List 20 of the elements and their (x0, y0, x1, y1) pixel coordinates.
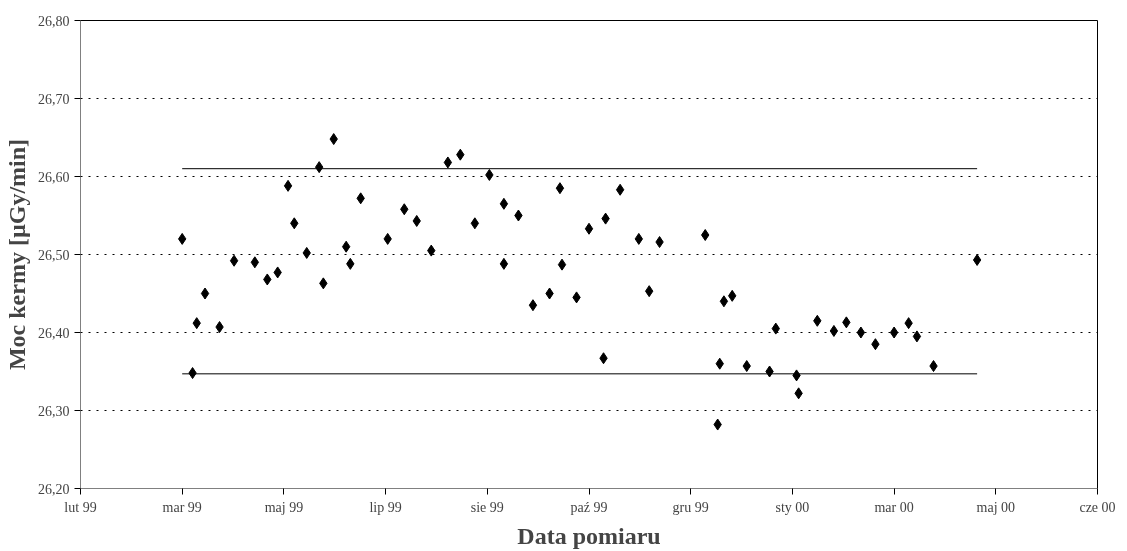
x-tick-label: cze 00 (1079, 499, 1116, 515)
y-axis-title: Moc kermy [µGy/min] (4, 138, 30, 371)
x-tick-label: mar 99 (162, 499, 202, 515)
y-tick-label: 26,30 (38, 403, 70, 419)
x-tick-label: sie 99 (470, 499, 504, 515)
y-tick-label: 26,20 (38, 481, 70, 497)
x-tick-label: maj 00 (976, 499, 1016, 515)
y-tick-label: 26,70 (38, 91, 70, 107)
x-axis-title: Data pomiaru (517, 522, 661, 549)
y-tick-label: 26,40 (38, 325, 70, 341)
y-tick-label: 26,60 (38, 169, 70, 185)
x-tick-label: maj 99 (264, 499, 304, 515)
x-tick-label: gru 99 (672, 499, 709, 515)
x-tick-label: lut 99 (64, 499, 97, 515)
x-tick-label: lip 99 (369, 499, 402, 515)
x-tick-label: mar 00 (874, 499, 914, 515)
x-tick-label: sty 00 (775, 499, 810, 515)
x-tick-label: paź 99 (570, 499, 608, 515)
y-tick-label: 26,80 (38, 13, 70, 29)
y-tick-label: 26,50 (38, 247, 70, 263)
